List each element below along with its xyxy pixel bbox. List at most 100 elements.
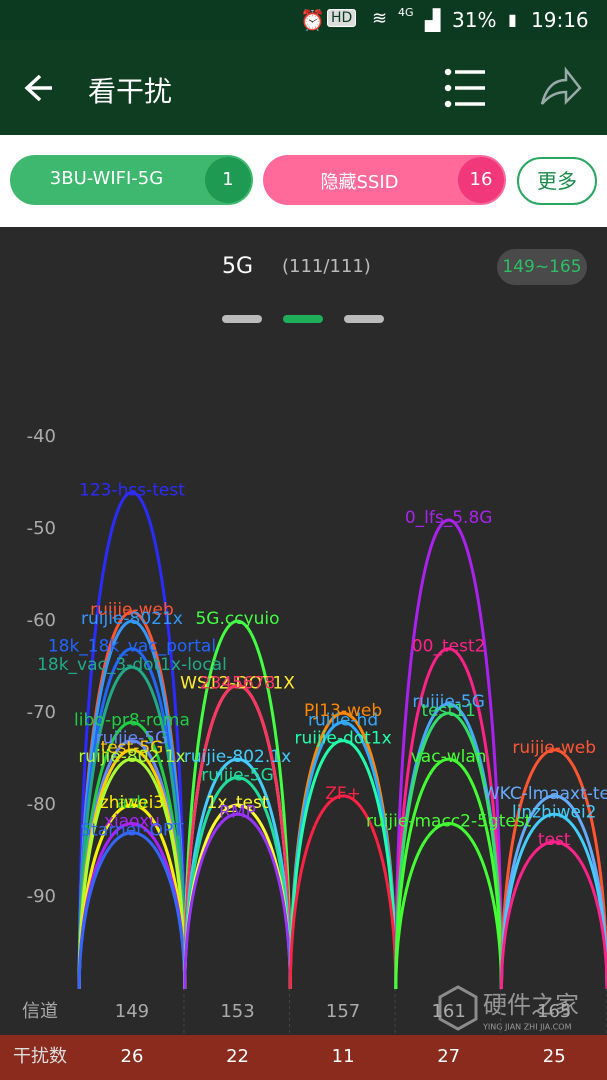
network-name: WS12-DOT1X [180, 674, 295, 694]
network-name: xiaoxu [104, 811, 160, 831]
arc-labels: 123-hss-test ruijie-web ruijie-8021x 18k_18… [37, 480, 607, 849]
filter-bar: 3BU-WIFI-5G 1 隐藏SSID 16 更多 [0, 135, 607, 227]
network-name: ruijie-802.1x [78, 747, 185, 767]
filter-count: 1 [205, 157, 251, 203]
x-tick-label: 153 [220, 1001, 254, 1022]
alarm-icon: ⏰ [300, 8, 325, 32]
interference-count: 25 [543, 1046, 566, 1067]
network-name: 1x_test [207, 793, 269, 813]
network-name: ZF+ [325, 784, 361, 804]
list-button[interactable] [444, 68, 486, 108]
battery-level: 31% [452, 8, 497, 32]
network-name: RMP [219, 802, 256, 822]
signal-arc [183, 620, 292, 990]
network-name: ruijie-5G [201, 765, 274, 785]
y-tick-label: -70 [27, 702, 56, 723]
watermark: 硬件之家 YING JIAN ZHI JIA.COM [438, 985, 579, 1032]
interference-count: 27 [437, 1046, 460, 1067]
signal-arc [499, 748, 607, 990]
clock: 19:16 [531, 8, 589, 32]
signal-arc [499, 813, 607, 990]
network-name: ruijie-802.1x [184, 747, 291, 767]
more-button[interactable]: 更多 [517, 157, 597, 205]
x-axis-label: 信道 [22, 1001, 58, 1022]
signal-arc [183, 813, 292, 990]
y-tick-label: -50 [27, 518, 56, 539]
network-name: ruijie-macc2-5gtest [366, 811, 532, 831]
signal-arc [77, 757, 187, 990]
network-name: 0_lfs_5.8G [405, 508, 493, 528]
network-name: 18k_vac_3-dot1x-local [37, 655, 227, 675]
network-name: linzhiwei2 [512, 802, 597, 822]
share-button[interactable] [540, 66, 582, 106]
network-name: PJ13-web [304, 701, 382, 721]
signal-arc [394, 758, 503, 990]
y-tick-label: -60 [27, 610, 56, 631]
hd-badge: HD [327, 9, 357, 27]
signal-arc [499, 840, 607, 990]
signal-arc [77, 491, 187, 990]
signal-arc [394, 712, 503, 990]
app-bar-icons [24, 66, 582, 108]
signal-arc [183, 684, 292, 990]
signal-arc [288, 739, 398, 990]
signal-arc [394, 822, 503, 990]
status-bar: ⏰ HD ≋ 4G ▟ 31% ▮ 19:16 [0, 0, 607, 40]
interference-row [0, 1035, 607, 1080]
arcs [77, 491, 607, 990]
signal-arc [394, 519, 503, 990]
network-name: test [538, 830, 571, 850]
filter-count: 16 [458, 157, 504, 203]
interference-count: 22 [226, 1046, 249, 1067]
page-dot[interactable] [283, 315, 323, 323]
x-tick-label: 157 [326, 1001, 360, 1022]
x-tick-label: 165 [537, 1001, 571, 1022]
filter-label: 隐藏SSID [320, 172, 399, 193]
page-dot[interactable] [344, 315, 384, 323]
signal-icon: ▟ [425, 8, 441, 32]
x-tick-label: 149 [115, 1001, 149, 1022]
chart-title: 5G [222, 254, 253, 279]
interference-count: 26 [121, 1046, 144, 1067]
network-name: 18k_18k_vac_portal [48, 637, 216, 657]
interference-label: 干扰数 [13, 1046, 67, 1067]
network-name: ruijie-web [512, 738, 596, 758]
network-name: 5G.ccyuio [195, 609, 279, 629]
range-badge[interactable] [497, 249, 587, 285]
signal-arc [77, 831, 187, 990]
network-name: ruijie-8021x [81, 609, 183, 629]
ssid-filter[interactable]: 3BU-WIFI-5G 1 [10, 155, 253, 205]
x-tick-label: 161 [431, 1001, 465, 1022]
network-name: vac-wlan [411, 747, 487, 767]
network-name: libo-pr8-roma [74, 710, 190, 730]
filter-label: 3BU-WIFI-5G [49, 168, 164, 189]
network-name: Starnet-OPT [80, 821, 184, 841]
network-name: 2345678 [200, 674, 276, 694]
watermark-subtitle: YING JIAN ZHI JIA.COM [482, 1023, 572, 1032]
network-name: ruijie-hd [308, 710, 378, 730]
back-button[interactable] [24, 74, 52, 102]
network-name: azb [117, 793, 147, 813]
network-name: ruijie-dot1x [294, 729, 391, 749]
wifi-icon: ≋ [372, 8, 388, 29]
network-name: 00_test2 [412, 637, 486, 657]
network-name: WKC-lmaaxt-test [483, 784, 607, 804]
hidden-ssid-filter[interactable]: 隐藏SSID 16 [263, 155, 506, 205]
page-title: 看干扰 [88, 75, 173, 108]
range-label: 149~165 [502, 257, 581, 277]
network-name: test-5G [101, 738, 164, 758]
network-name: 123-hss-test [79, 480, 185, 500]
chart: 5G (111/111) 149~165 信道 干扰数 硬件之家 YING JI… [0, 227, 607, 1080]
page-dot[interactable] [222, 315, 262, 323]
network-name: ruijie-5G [96, 729, 169, 749]
network-name: zhiwei3 [100, 793, 164, 813]
signal-arc [288, 794, 398, 990]
network-type: 4G [398, 6, 414, 19]
app-bar: 看干扰 [0, 40, 607, 135]
y-tick-label: -80 [27, 794, 56, 815]
battery-icon: ▮ [508, 10, 517, 29]
signal-arc [394, 647, 503, 990]
chart-subtitle: (111/111) [282, 256, 371, 277]
signal-arc [183, 776, 292, 990]
